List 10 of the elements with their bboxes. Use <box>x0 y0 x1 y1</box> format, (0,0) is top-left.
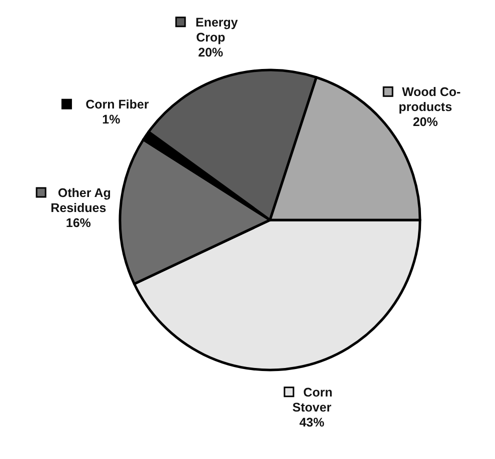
legend-label: Other Ag Residues <box>50 186 111 215</box>
data-label: 20% <box>412 115 438 130</box>
data-label: 43% <box>299 415 324 430</box>
legend-label: Corn Stover <box>292 385 332 414</box>
legend-label: Corn Fiber <box>86 98 149 112</box>
legend-label: Wood Co-products <box>398 85 461 114</box>
legend-label: Energy Crop <box>195 15 238 44</box>
data-label: 20% <box>198 45 224 60</box>
data-label: 1% <box>102 112 120 127</box>
data-label: 16% <box>66 216 91 230</box>
